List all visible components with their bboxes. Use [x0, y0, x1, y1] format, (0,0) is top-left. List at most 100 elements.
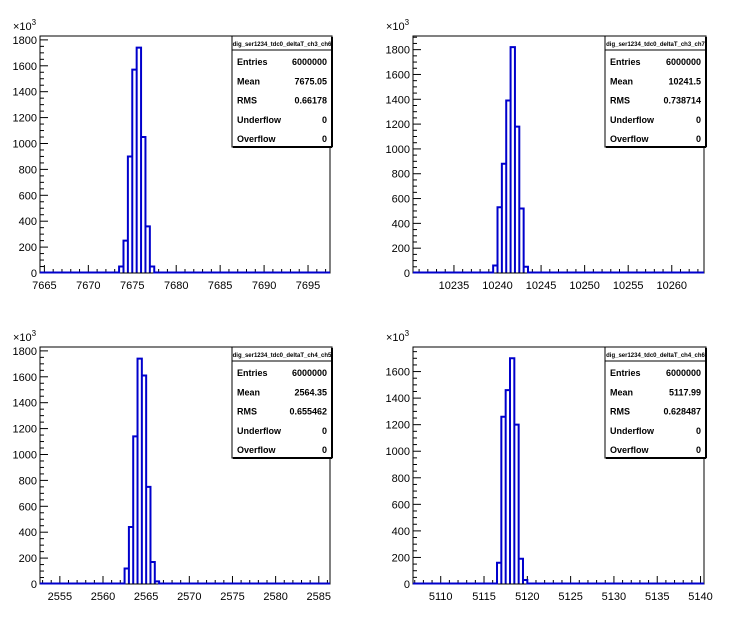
stats-value: 2564.35 — [294, 387, 327, 397]
x-tick-label: 2570 — [177, 591, 201, 603]
stats-value: 0 — [322, 445, 327, 455]
stats-value: 0.66178 — [294, 96, 327, 106]
y-tick-label: 200 — [392, 243, 410, 255]
stats-box — [604, 35, 707, 148]
stats-value: 7675.05 — [294, 76, 327, 86]
y-tick-label: 1800 — [386, 45, 410, 57]
stats-label: Mean — [610, 76, 633, 86]
y-tick-label: 1400 — [13, 398, 37, 410]
stats-box — [231, 35, 333, 148]
histogram-panel-ch4-ch6: 0 200 400 600 800 1000 1200 1400 1600 ×103 5110 511… — [386, 329, 713, 603]
stats-label: RMS — [610, 407, 630, 417]
y-tick-label: 1200 — [386, 119, 410, 131]
y-tick-label: 400 — [392, 526, 410, 538]
stats-value: 6000000 — [292, 57, 327, 67]
x-tick-label: 5120 — [515, 591, 539, 603]
stats-label: Underflow — [610, 426, 655, 436]
stats-title: dig_ser1234_tdc0_deltaT_ch4_ch6 — [606, 353, 705, 359]
histogram-panel-ch4-ch5: 0 200 400 600 800 1000 1200 1400 1600 1800 ×103 255… — [13, 329, 333, 603]
stats-label: Underflow — [610, 115, 655, 125]
y-tick-label: 800 — [392, 473, 410, 485]
stats-label: RMS — [610, 96, 630, 106]
stats-label: RMS — [237, 407, 257, 417]
x-tick-label: 10255 — [613, 280, 644, 292]
y-tick-label: 200 — [19, 553, 37, 565]
stats-value: 6000000 — [292, 368, 327, 378]
x-tick-label: 2585 — [307, 591, 331, 603]
stats-title: dig_ser1234_tdc0_deltaT_ch3_ch7 — [606, 42, 705, 48]
stats-value: 10241.5 — [668, 76, 701, 86]
stats-label: Entries — [237, 368, 268, 378]
x-tick-label: 7690 — [252, 280, 276, 292]
stats-value: 0 — [696, 134, 701, 144]
x-tick-label: 10235 — [439, 280, 470, 292]
y-tick-label: 1600 — [386, 69, 410, 81]
x-tick-label: 7670 — [76, 280, 100, 292]
x-tick-label: 5110 — [429, 591, 453, 603]
histogram-line — [40, 46, 330, 274]
stats-box — [231, 346, 333, 459]
stats-label: Mean — [610, 387, 633, 397]
stats-value: 0 — [696, 115, 701, 125]
stats-value: 0 — [696, 426, 701, 436]
y-tick-label: 1600 — [13, 61, 37, 73]
y-tick-label: 1800 — [13, 35, 37, 47]
stats-value: 0.738714 — [663, 96, 701, 106]
x-tick-label: 10260 — [656, 280, 687, 292]
y-tick-label: 600 — [19, 190, 37, 202]
y-tick-label: 0 — [31, 268, 37, 280]
x-tick-label: 2565 — [134, 591, 158, 603]
stats-label: Overflow — [237, 445, 277, 455]
histogram-line — [413, 357, 704, 585]
y-tick-label: 1400 — [386, 393, 410, 405]
y-tick-label: 1000 — [386, 144, 410, 156]
y-tick-label: 600 — [392, 499, 410, 511]
y-tick-label: 400 — [392, 218, 410, 230]
x-tick-label: 10250 — [569, 280, 600, 292]
stats-label: Underflow — [237, 115, 282, 125]
y-tick-label: 200 — [392, 552, 410, 564]
x-tick-label: 7675 — [120, 280, 144, 292]
stats-box — [604, 346, 707, 459]
x-tick-label: 7680 — [164, 280, 188, 292]
y-tick-label: 400 — [19, 527, 37, 539]
y-tick-label: 800 — [19, 475, 37, 487]
x-tick-label: 10245 — [526, 280, 557, 292]
stats-label: Overflow — [237, 134, 277, 144]
stats-value: 0.655462 — [289, 407, 327, 417]
histogram-panel-ch3-ch7: 0 200 400 600 800 1000 1200 1400 1600 1800 ×103 102… — [386, 18, 707, 292]
stats-value: 0 — [322, 115, 327, 125]
stats-value: 6000000 — [666, 57, 701, 67]
y-exponent-label: ×103 — [13, 18, 37, 33]
y-tick-label: 0 — [31, 579, 37, 591]
stats-label: Mean — [237, 76, 260, 86]
stats-value: 6000000 — [666, 368, 701, 378]
y-tick-label: 800 — [19, 164, 37, 176]
stats-title: dig_ser1234_tdc0_deltaT_ch3_ch6 — [233, 42, 332, 48]
x-tick-label: 5125 — [558, 591, 582, 603]
stats-value: 0.628487 — [663, 407, 701, 417]
x-tick-label: 2580 — [263, 591, 287, 603]
stats-label: Entries — [610, 57, 641, 67]
y-exponent-label: ×103 — [13, 329, 37, 344]
y-tick-label: 1400 — [13, 87, 37, 99]
x-tick-label: 2575 — [220, 591, 244, 603]
stats-title: dig_ser1234_tdc0_deltaT_ch4_ch5 — [233, 353, 332, 359]
y-tick-label: 1400 — [386, 94, 410, 106]
stats-label: Entries — [237, 57, 268, 67]
y-tick-label: 1600 — [386, 367, 410, 379]
stats-label: Overflow — [610, 134, 650, 144]
x-tick-label: 5115 — [472, 591, 496, 603]
y-tick-label: 1600 — [13, 372, 37, 384]
x-tick-label: 5140 — [688, 591, 712, 603]
y-exponent-label: ×103 — [386, 18, 410, 33]
y-tick-label: 1200 — [13, 424, 37, 436]
stats-label: RMS — [237, 96, 257, 106]
y-tick-label: 1200 — [13, 113, 37, 125]
y-tick-label: 1000 — [13, 449, 37, 461]
histogram-line — [413, 46, 704, 274]
y-tick-label: 0 — [404, 579, 410, 591]
y-tick-label: 200 — [19, 242, 37, 254]
y-tick-label: 600 — [392, 194, 410, 206]
